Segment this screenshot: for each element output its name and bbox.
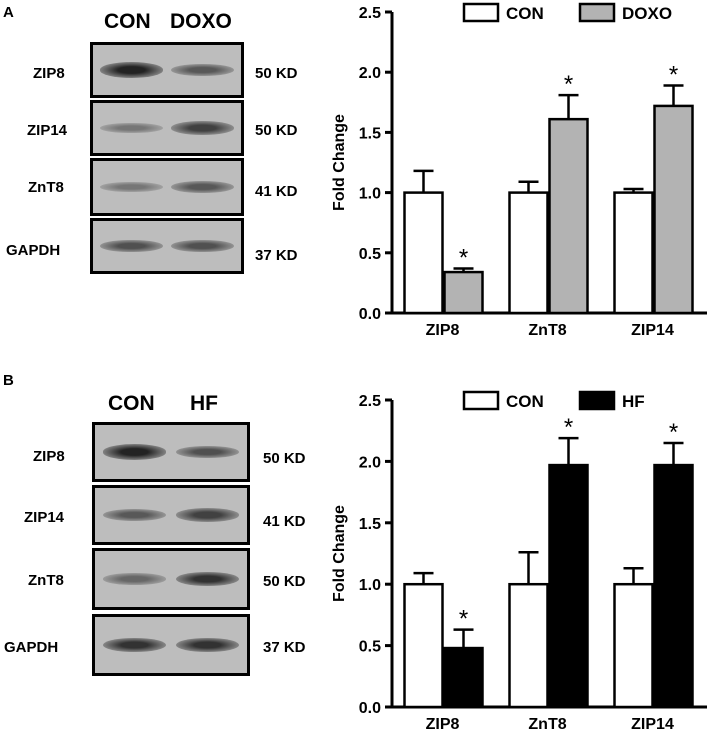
bar-hf-zip8 xyxy=(443,646,484,709)
blot-b-size-row2: 41 KD xyxy=(263,513,306,530)
legend-swatch-con xyxy=(462,390,500,411)
blot-b-label-gapdh: GAPDH xyxy=(4,639,59,656)
chart-a-x-tick-label: ZIP8 xyxy=(426,322,460,339)
bar-doxo-znt8 xyxy=(548,117,589,315)
blot-a-strip-znt8 xyxy=(90,158,244,216)
chart-b-y-label: Fold Change xyxy=(331,505,348,602)
legend-label-hf: HF xyxy=(622,392,645,411)
chart-a-group: 0.0 0.5 1.0 1.5 2.0 2.5 Fold Change * ZIP8 * ZnT8 *… xyxy=(331,2,707,339)
chart-a-y-tick-label: 0.0 xyxy=(359,306,381,323)
chart-a-x-tick-label: ZnT8 xyxy=(528,322,566,339)
chart-a-y-tick-label: 1.5 xyxy=(359,125,381,142)
significance-asterisk: * xyxy=(564,71,573,98)
chart-b-x-tick-label: ZnT8 xyxy=(528,716,566,733)
blot-a-header-con: CON xyxy=(104,10,151,33)
blot-b-strip-zip8 xyxy=(92,422,250,482)
legend-swatch-doxo xyxy=(578,2,616,23)
blot-a-label-zip8: ZIP8 xyxy=(33,65,65,82)
chart-b-y-tick-label: 2.0 xyxy=(359,454,381,471)
legend-label-con: CON xyxy=(506,4,544,23)
blot-b-header-con: CON xyxy=(108,392,155,415)
blot-a-size-row2: 50 KD xyxy=(255,122,298,139)
blot-band xyxy=(100,181,163,193)
chart-b-y-tick-label: 0.0 xyxy=(359,700,381,717)
blot-b-strip-zip14 xyxy=(92,485,250,545)
blot-a-size-row1: 50 KD xyxy=(255,65,298,82)
blot-band xyxy=(100,62,163,78)
chart-b-group: 0.0 0.5 1.0 1.5 2.0 2.5 Fold Change * ZIP8 * ZnT8 *… xyxy=(331,390,707,733)
blot-a-strip-zip8 xyxy=(90,42,244,98)
blot-b-label-znt8: ZnT8 xyxy=(28,572,64,589)
chart-a-y-tick-label: 0.5 xyxy=(359,246,381,263)
bar-hf-zip14 xyxy=(653,463,694,709)
chart-b-y-tick-label: 1.5 xyxy=(359,516,381,533)
blot-band xyxy=(175,571,240,587)
blot-a-size-row3: 41 KD xyxy=(255,183,298,200)
blot-a-label-zip14: ZIP14 xyxy=(27,122,68,139)
blot-band xyxy=(171,180,234,194)
chart-b-x-tick-label: ZIP14 xyxy=(631,716,674,733)
blot-band xyxy=(102,508,167,522)
panel-a-letter: A xyxy=(3,4,14,21)
chart-b-y-tick-label: 2.5 xyxy=(359,393,381,410)
blot-band xyxy=(175,445,240,459)
chart-b-y-tick-label: 1.0 xyxy=(359,577,381,594)
blot-a-size-row4: 37 KD xyxy=(255,247,298,264)
significance-asterisk: * xyxy=(459,244,468,271)
blot-a-label-znt8: ZnT8 xyxy=(28,179,64,196)
chart-b-y-tick-label: 0.5 xyxy=(359,639,381,656)
blot-b-label-zip8: ZIP8 xyxy=(33,448,65,465)
blot-a-label-gapdh: GAPDH xyxy=(6,242,61,259)
legend-swatch-con xyxy=(462,2,500,23)
blot-b-label-zip14: ZIP14 xyxy=(24,509,65,526)
blot-band xyxy=(102,444,167,460)
blot-b-strip-znt8 xyxy=(92,548,250,610)
chart-a-y-tick-label: 2.5 xyxy=(359,5,381,22)
significance-asterisk: * xyxy=(459,606,468,633)
significance-asterisk: * xyxy=(669,419,678,446)
chart-a-y-tick-label: 1.0 xyxy=(359,186,381,203)
legend-label-doxo: DOXO xyxy=(622,4,672,23)
blot-band xyxy=(102,637,167,653)
bar-con-zip14 xyxy=(613,582,654,709)
blot-a-strip-zip14 xyxy=(90,100,244,156)
chart-b-x-tick-label: ZIP8 xyxy=(426,716,460,733)
blot-b-size-row4: 37 KD xyxy=(263,639,306,656)
blot-band xyxy=(100,239,163,253)
bar-con-zip8 xyxy=(403,191,444,315)
bar-hf-znt8 xyxy=(548,463,589,709)
blot-band xyxy=(171,121,234,135)
bar-doxo-zip14 xyxy=(653,104,694,315)
bar-con-znt8 xyxy=(508,191,549,315)
blot-a-strip-gapdh xyxy=(90,218,244,274)
significance-asterisk: * xyxy=(564,414,573,441)
bar-doxo-zip8 xyxy=(443,270,484,315)
blot-a-header-doxo: DOXO xyxy=(170,10,232,33)
legend-swatch-hf xyxy=(578,390,616,411)
significance-asterisk: * xyxy=(669,61,678,88)
blot-band xyxy=(171,63,234,77)
chart-a-x-tick-label: ZIP14 xyxy=(631,322,674,339)
blot-b-size-row1: 50 KD xyxy=(263,450,306,467)
bar-con-znt8 xyxy=(508,582,549,709)
chart-a-y-label: Fold Change xyxy=(331,114,348,211)
blot-band xyxy=(102,573,167,585)
bar-con-zip8 xyxy=(403,582,444,709)
chart-a-y-tick-label: 2.0 xyxy=(359,65,381,82)
blot-band xyxy=(175,637,240,653)
blot-band xyxy=(175,508,240,522)
legend-label-con: CON xyxy=(506,392,544,411)
blot-b-size-row3: 50 KD xyxy=(263,573,306,590)
blot-b-strip-gapdh xyxy=(92,614,250,676)
panel-b-letter: B xyxy=(3,372,14,389)
bar-con-zip14 xyxy=(613,191,654,315)
blot-b-header-hf: HF xyxy=(190,392,218,415)
blot-band xyxy=(100,122,163,134)
blot-band xyxy=(171,239,234,253)
